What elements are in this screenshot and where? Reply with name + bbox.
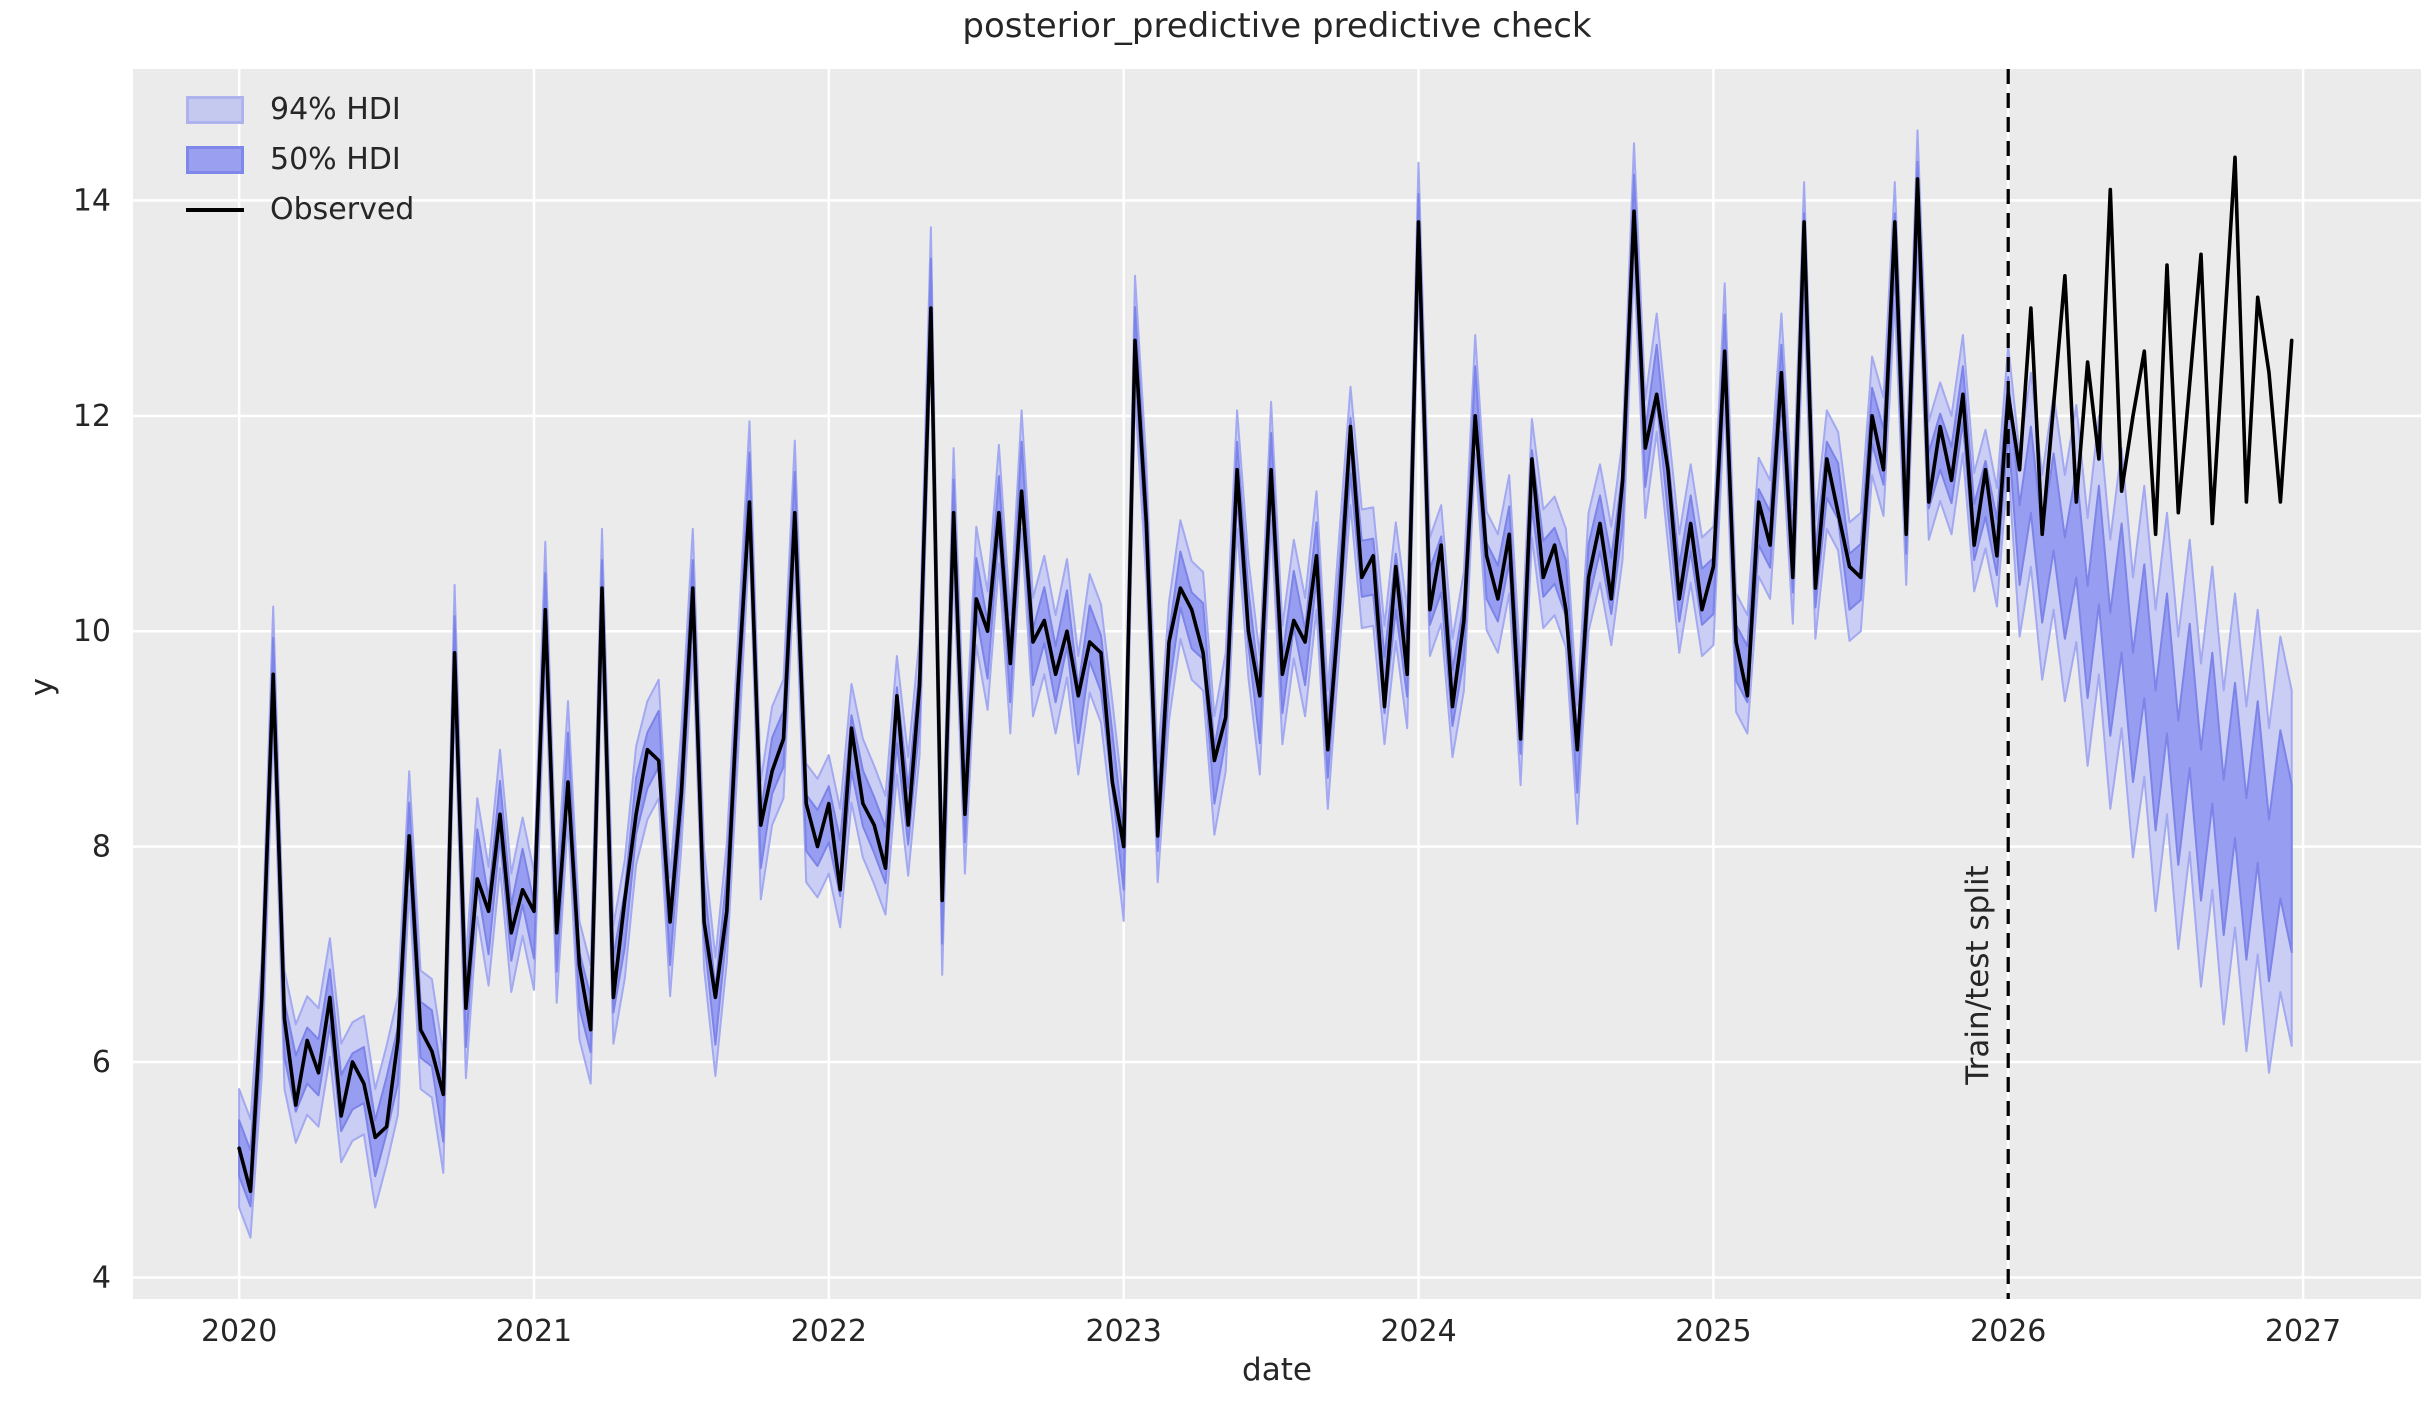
train-test-split-label: Train/test split	[1960, 865, 1996, 1085]
observed-line	[237, 155, 2294, 1194]
y-tick-label: 14	[73, 183, 111, 218]
legend: 94% HDI 50% HDI Observed	[186, 92, 414, 227]
y-tick-label: 4	[92, 1260, 111, 1295]
x-axis-label: date	[1242, 1352, 1312, 1388]
legend-item-50-hdi: 50% HDI	[186, 142, 414, 177]
plot-panel	[133, 69, 2421, 1299]
y-axis-label: y	[24, 677, 60, 697]
x-tick-label: 2023	[1086, 1314, 1162, 1349]
x-tick-label: 2020	[201, 1314, 277, 1349]
x-tick-label: 2027	[2265, 1314, 2341, 1349]
x-tick-label: 2025	[1675, 1314, 1751, 1349]
chart-title: posterior_predictive predictive check	[962, 6, 1592, 46]
x-tick-label: 2022	[791, 1314, 867, 1349]
legend-label: 50% HDI	[270, 142, 401, 177]
legend-item-94-hdi: 94% HDI	[186, 92, 414, 127]
hdi94-swatch-icon	[186, 95, 244, 124]
legend-label: 94% HDI	[270, 92, 401, 127]
legend-label: Observed	[270, 192, 415, 227]
hdi50-swatch-icon	[186, 145, 244, 174]
y-tick-label: 10	[73, 614, 111, 649]
legend-item-observed: Observed	[186, 192, 414, 227]
x-tick-label: 2024	[1380, 1314, 1456, 1349]
y-tick-label: 12	[73, 399, 111, 434]
y-tick-label: 6	[92, 1045, 111, 1080]
x-tick-label: 2021	[496, 1314, 572, 1349]
x-tick-label: 2026	[1970, 1314, 2046, 1349]
y-tick-label: 8	[92, 830, 111, 865]
observed-line-swatch-icon	[186, 207, 244, 212]
